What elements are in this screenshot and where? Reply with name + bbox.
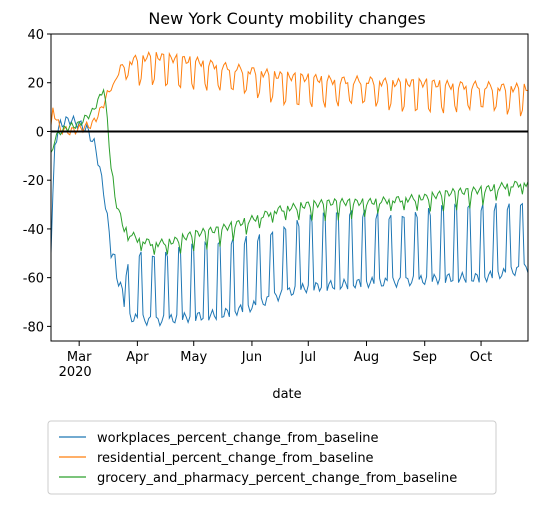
legend-box: [47, 420, 497, 495]
y-axis: 40 20 0 -20 -40 -60 -80: [23, 28, 51, 335]
y-tick-label: 0: [36, 125, 44, 140]
series-line-2: [50, 51, 529, 136]
legend: workplaces_percent_change_from_baseliner…: [47, 420, 497, 495]
plot-frame: [50, 33, 529, 342]
y-tick-label: 20: [27, 77, 44, 92]
x-tick-label: Oct: [470, 350, 492, 365]
y-tick-label: -40: [23, 223, 44, 238]
x-tick-label: Aug: [354, 350, 379, 365]
y-tick-label: -80: [23, 320, 44, 335]
y-tick-label: -20: [23, 174, 44, 189]
x-tick-label: Jul: [299, 350, 316, 365]
series-line-3: [50, 88, 529, 255]
legend-label: grocery_and_pharmacy_percent_change_from…: [97, 471, 457, 486]
y-tick-label: -60: [23, 272, 44, 287]
x-tick-sublabel: 2020: [59, 365, 92, 380]
x-axis-label: date: [272, 387, 301, 402]
y-tick-label: 40: [27, 28, 44, 43]
chart-title: New York County mobility changes: [148, 9, 425, 28]
series-layer: [50, 51, 529, 328]
series-line-1: [50, 114, 529, 328]
legend-label: workplaces_percent_change_from_baseline: [97, 431, 379, 446]
legend-label: residential_percent_change_from_baseline: [97, 451, 374, 466]
x-tick-label: Sep: [412, 350, 437, 365]
x-tick-label: May: [180, 350, 207, 365]
x-tick-label: Jun: [241, 350, 262, 365]
x-tick-label: Mar: [67, 350, 92, 365]
x-tick-label: Apr: [126, 350, 149, 365]
